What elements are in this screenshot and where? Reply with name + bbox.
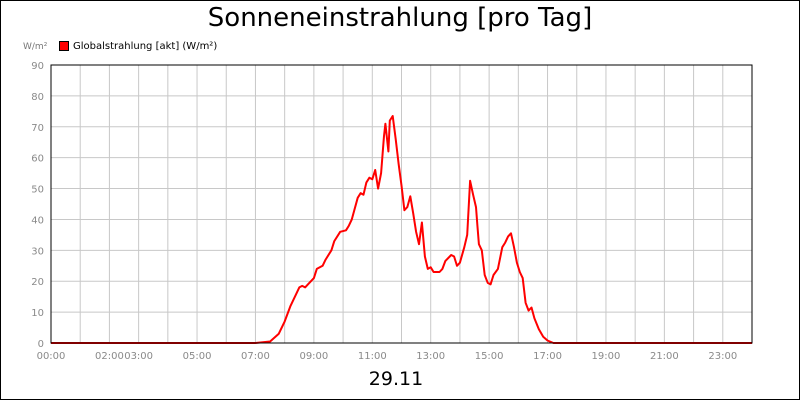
y-tick-label: 40 <box>31 215 44 226</box>
y-axis-unit-label: W/m² <box>23 42 48 52</box>
legend: Globalstrahlung [akt] (W/m²) <box>59 39 217 53</box>
legend-swatch <box>59 41 69 51</box>
x-tick-label: 03:00 <box>124 351 153 362</box>
x-tick-label: 02:00 <box>95 351 124 362</box>
x-tick-label: 13:00 <box>416 351 445 362</box>
axis-labels: 0 10 20 30 40 50 60 70 80 90 00:00 02:00 03:00 05:00 0… <box>31 61 737 362</box>
series-lines <box>50 64 753 344</box>
x-tick-label: 07:00 <box>241 351 270 362</box>
x-tick-label: 23:00 <box>708 351 737 362</box>
y-tick-label: 60 <box>31 154 44 165</box>
y-tick-label: 0 <box>38 339 44 350</box>
y-tick-label: 20 <box>31 277 44 288</box>
chart-title: Sonneneinstrahlung [pro Tag] <box>207 3 593 33</box>
series-line <box>51 115 752 344</box>
y-tick-label: 30 <box>31 246 44 257</box>
x-tick-label: 17:00 <box>533 351 562 362</box>
x-tick-label: 11:00 <box>358 351 387 362</box>
legend-label: Globalstrahlung [akt] (W/m²) <box>73 40 218 52</box>
x-tick-label: 21:00 <box>650 351 679 362</box>
x-axis-date-label: 29.11 <box>368 368 424 390</box>
x-tick-label: 00:00 <box>37 351 66 362</box>
x-tick-label: 15:00 <box>475 351 504 362</box>
x-tick-label: 19:00 <box>592 351 621 362</box>
y-tick-label: 90 <box>31 61 44 72</box>
y-tick-label: 10 <box>31 308 44 319</box>
x-tick-label: 09:00 <box>299 351 328 362</box>
y-tick-label: 80 <box>31 92 44 103</box>
x-tick-label: 05:00 <box>183 351 212 362</box>
y-tick-label: 70 <box>31 123 44 134</box>
grid-lines <box>50 64 753 344</box>
y-tick-label: 50 <box>31 185 44 196</box>
plot-border <box>50 64 753 344</box>
